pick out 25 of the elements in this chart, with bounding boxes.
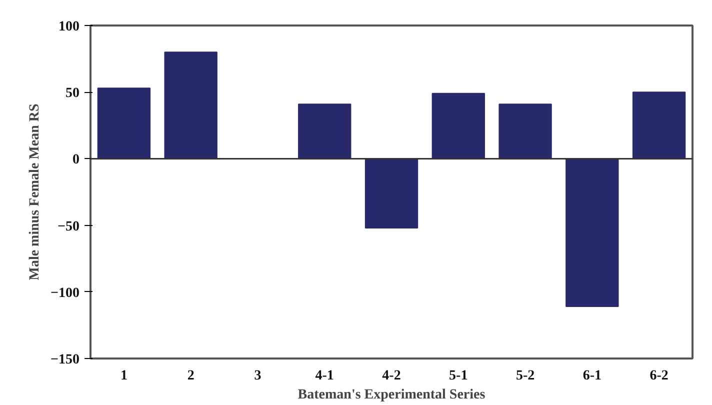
bar (498, 104, 552, 160)
y-tick-label: 100 (58, 20, 80, 34)
bar (298, 104, 352, 160)
y-tick-label: 50 (66, 86, 80, 102)
bar (364, 158, 418, 228)
bar (97, 88, 151, 160)
x-tick-label: 3 (254, 368, 262, 384)
bar (164, 52, 218, 160)
x-tick-label: 6-2 (650, 368, 668, 384)
y-axis-title: Male minus Female Mean RS (28, 104, 43, 280)
bar (566, 158, 619, 308)
x-tick-label: 6-1 (582, 368, 602, 384)
x-axis-title: Bateman's Experimental Series (298, 388, 486, 402)
y-tick-label: −50 (58, 219, 80, 234)
bar (432, 92, 485, 160)
x-tick-label: 1 (120, 368, 128, 384)
y-tick-label: 0 (72, 152, 80, 168)
x-tick-label: 4-2 (382, 368, 401, 384)
x-tick-label: 5-1 (449, 368, 468, 384)
y-tick-label: −100 (50, 286, 80, 301)
x-tick-label: 4-1 (315, 368, 334, 384)
x-tick-label: 5-2 (516, 368, 535, 384)
x-tick-label: 2 (187, 368, 194, 384)
bar (632, 92, 686, 160)
y-tick-label: −150 (50, 352, 80, 368)
